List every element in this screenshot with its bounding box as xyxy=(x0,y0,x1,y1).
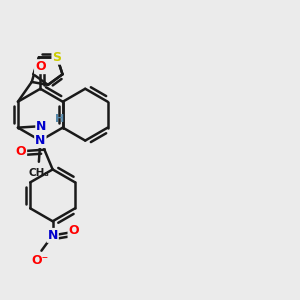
Text: N: N xyxy=(36,120,46,133)
Text: CH₃: CH₃ xyxy=(28,168,50,178)
Text: N: N xyxy=(47,229,58,242)
Text: O: O xyxy=(35,60,46,73)
Text: H: H xyxy=(55,114,64,124)
Text: S: S xyxy=(52,51,62,64)
Text: N: N xyxy=(35,134,46,147)
Text: O: O xyxy=(68,224,79,238)
Text: O: O xyxy=(16,145,26,158)
Text: O⁻: O⁻ xyxy=(32,254,49,267)
